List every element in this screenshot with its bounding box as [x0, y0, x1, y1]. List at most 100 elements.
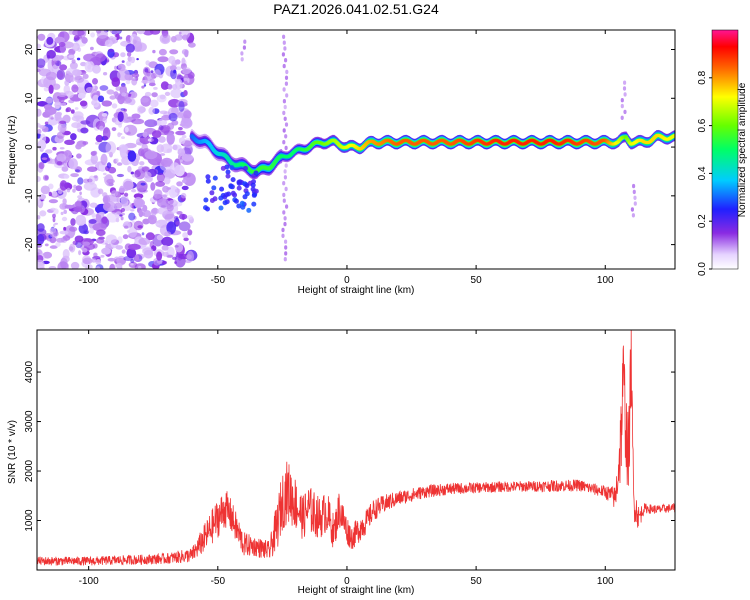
spectrogram-noise-blob	[120, 193, 129, 208]
spectrogram-noise-blob	[166, 203, 174, 212]
spectrogram-noise-blob	[39, 125, 46, 129]
spectrogram-noise-blob	[90, 46, 94, 51]
spectrogram-noise-blob	[101, 100, 113, 107]
spectrogram-noise-blob	[70, 109, 75, 114]
spectrogram-noise-blob	[117, 132, 121, 138]
spectrogram-noise-blob	[159, 153, 166, 156]
spectrogram-noise-blob	[78, 250, 82, 256]
spectrogram-noise-blob	[151, 138, 156, 142]
spectrogram-noise-blob	[115, 86, 121, 91]
spectrogram-noise-blob	[167, 83, 173, 90]
snr-x-tick-label: 0	[344, 576, 350, 587]
spectrogram-noise-blob	[91, 212, 96, 218]
snr-x-tick-label: -50	[211, 576, 226, 587]
spectrogram-noise-blob	[172, 256, 177, 260]
spectrogram-noise-blob	[44, 243, 49, 247]
spectrogram-noise-blobs	[37, 30, 637, 269]
spectrogram-noise-blob	[181, 185, 189, 191]
spectrogram-streak-blob	[282, 128, 286, 133]
spectrogram-noise-blob	[37, 58, 46, 68]
spectrogram-noise-blob	[150, 99, 159, 108]
spectrogram-noise-blob	[181, 135, 187, 139]
spectrogram-noise-blob	[169, 162, 180, 175]
spectrogram-streak-blob	[632, 183, 636, 189]
spectrogram-noise-blob	[136, 30, 146, 35]
snr-x-axis-label: Height of straight line (km)	[298, 585, 415, 596]
spectrogram-streak-blob	[630, 207, 635, 212]
spectrogram-streak-blob	[633, 195, 637, 200]
spectrogram-noise-blob	[96, 229, 106, 236]
spectrogram-secondary-blob	[218, 195, 224, 201]
spectrogram-noise-blob	[44, 175, 49, 180]
spectrogram-streak-blob	[242, 45, 246, 50]
spectrogram-noise-blob	[120, 52, 126, 58]
spectrogram-noise-blob	[82, 73, 89, 79]
spectrogram-secondary-blob	[246, 207, 252, 213]
spectrogram-noise-blob	[113, 36, 117, 40]
spectrogram-noise-blob	[52, 190, 58, 197]
spectrogram-noise-blob	[180, 192, 187, 199]
spectrogram-noise-blob	[73, 111, 84, 120]
spectrogram-noise-blob	[54, 222, 58, 225]
spectrogram-noise-blob	[128, 226, 138, 238]
spectrogram-noise-blob	[169, 49, 179, 55]
spectrogram-secondary-blob	[253, 188, 259, 194]
colorbar-tick-label: 0.4	[697, 166, 708, 180]
spectrogram-noise-blob	[129, 91, 138, 99]
spectrogram-noise-blob	[109, 95, 116, 100]
spectrogram-noise-blob	[114, 263, 119, 268]
spectrogram-noise-blob	[95, 53, 106, 62]
snr-x-ticks: -100 -50 0 50 100	[79, 330, 614, 587]
spectrogram-noise-blob	[99, 85, 109, 91]
spectrogram-noise-blob	[49, 236, 57, 244]
spectrogram-streak-blob	[620, 103, 624, 109]
spectrogram-noise-blob	[160, 157, 173, 168]
spectrogram-noise-blob	[37, 223, 45, 232]
spectrogram-noise-blob	[159, 33, 171, 45]
spectrogram-noise-blob	[131, 113, 141, 119]
spectrogram-noise-blob	[101, 113, 108, 117]
spectrogram-noise-blob	[143, 84, 147, 87]
spectrogram-noise-blob	[124, 126, 129, 133]
spectrogram-noise-blob	[52, 217, 56, 223]
spectrogram-noise-blob	[188, 240, 192, 245]
spectrogram-streak-blob	[284, 251, 288, 256]
spectrogram-streak-blob	[281, 233, 285, 238]
spectrogram-noise-blob	[83, 53, 97, 62]
spectrogram-noise-blob	[140, 97, 150, 103]
spectrogram-noise-blob	[150, 208, 160, 215]
spectrogram-noise-blob	[126, 248, 137, 259]
spectrogram-noise-blob	[126, 229, 130, 233]
spectrogram-noise-blob	[87, 166, 98, 172]
spectrogram-noise-blob	[68, 30, 74, 35]
spectrogram-noise-blob	[90, 32, 95, 38]
spectrogram-noise-blob	[164, 91, 171, 96]
spectrogram-streak-blob	[623, 80, 627, 85]
spectrogram-noise-blob	[85, 86, 95, 94]
spectrogram-noise-blob	[59, 230, 69, 235]
spectrogram-noise-blob	[115, 217, 120, 223]
spectrogram-noise-blob	[37, 248, 42, 256]
spectrogram-noise-blob	[131, 189, 137, 193]
spectrogram-noise-blob	[111, 77, 121, 87]
spectrogram-noise-blob	[183, 110, 192, 119]
spectrogram-noise-blob	[145, 177, 153, 183]
spectrogram-noise-blob	[155, 223, 160, 226]
spectrogram-noise-blob	[174, 242, 184, 253]
spectrogram-noise-blob	[175, 221, 181, 226]
spectrogram-noise-blob	[38, 162, 45, 170]
spectrogram-y-axis-label: Frequency (Hz)	[7, 116, 18, 185]
spectrogram-noise-blob	[101, 247, 111, 255]
spectrogram-noise-blob	[109, 30, 121, 34]
spectrogram-secondary-blob	[228, 184, 234, 189]
colorbar-tick-label: 0.0	[697, 262, 708, 276]
spectrogram-noise-blob	[103, 196, 109, 205]
spectrogram-noise-blob	[169, 65, 177, 71]
spectrogram-noise-blob	[130, 263, 134, 266]
spectrogram-noise-blob	[37, 108, 42, 117]
spectrogram-noise-blob	[48, 199, 59, 204]
spectrogram-noise-blob	[175, 130, 186, 136]
spectrogram-noise-blob	[99, 125, 104, 132]
spectrogram-secondary-blob	[230, 177, 236, 183]
spectrogram-noise-blob	[72, 188, 76, 193]
